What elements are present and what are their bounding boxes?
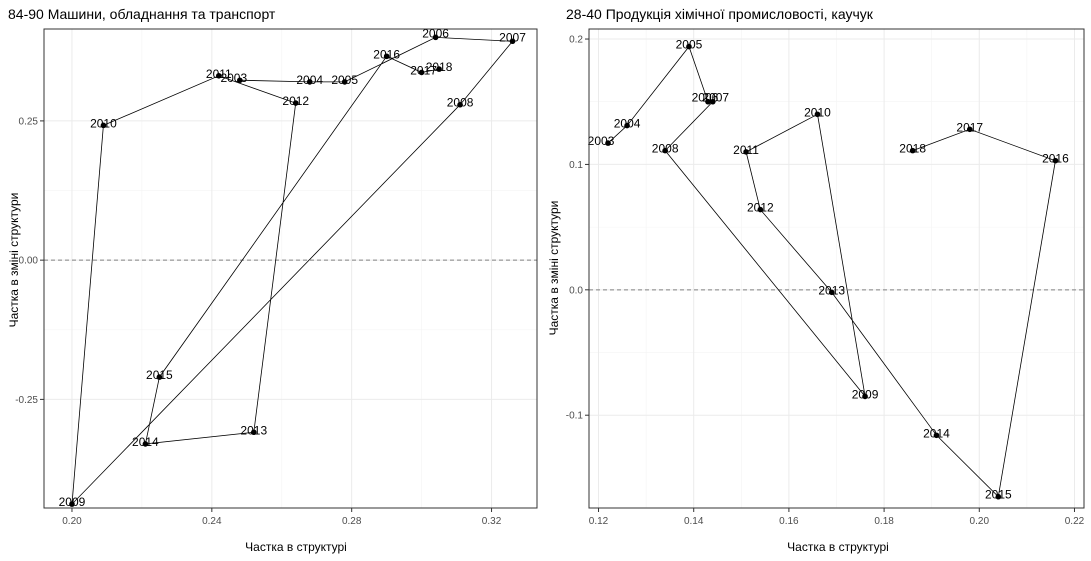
left-point-2004 xyxy=(306,79,313,85)
left-point-label-2011: 2011 xyxy=(206,67,232,81)
right-point-2014 xyxy=(933,432,940,439)
right-point-label-2018: 2018 xyxy=(899,142,926,156)
left-point-2011 xyxy=(216,72,222,79)
left-chart-title: 84-90 Машини, обладнання та транспорт xyxy=(8,6,276,22)
right-point-label-2016: 2016 xyxy=(1042,152,1069,166)
left-point-2013 xyxy=(250,429,257,436)
left-point-2010 xyxy=(100,122,107,129)
left-y-axis-label: Частка в зміні структури xyxy=(7,193,21,328)
right-point-label-2013: 2013 xyxy=(818,283,845,297)
right-plot-frame xyxy=(588,28,1085,509)
right-point-label-2010: 2010 xyxy=(804,105,831,119)
left-point-label-2012: 2012 xyxy=(282,94,309,108)
right-x-tick-label: 0.12 xyxy=(589,516,609,527)
right-x-axis-label: Частка в структурі xyxy=(787,540,889,554)
left-point-label-2009: 2009 xyxy=(59,495,86,509)
left-y-tick-label: -0.25 xyxy=(15,395,38,406)
left-x-axis-label: Частка в структурі xyxy=(245,540,347,554)
right-x-tick-label: 0.16 xyxy=(779,516,799,527)
left-point-label-2007: 2007 xyxy=(499,30,526,44)
right-y-tick-label: 0.2 xyxy=(569,35,583,46)
left-point-2003 xyxy=(237,77,243,84)
right-y-axis-label: Частка в зміні структури xyxy=(547,201,561,336)
left-point-label-2014: 2014 xyxy=(132,435,159,449)
right-point-2004 xyxy=(624,122,630,129)
right-point-2003 xyxy=(605,140,611,146)
right-point-label-2012: 2012 xyxy=(747,201,774,215)
left-y-tick-label: 0.00 xyxy=(19,256,39,267)
right-trajectory-line xyxy=(607,45,1056,498)
left-point-label-2016: 2016 xyxy=(373,47,400,61)
left-point-label-2004: 2004 xyxy=(296,73,323,87)
right-point-2018 xyxy=(909,147,916,154)
left-point-label-2015: 2015 xyxy=(146,368,173,382)
left-plot-frame xyxy=(43,28,538,509)
left-point-2015 xyxy=(156,374,163,380)
left-point-label-2003: 2003 xyxy=(220,71,247,85)
right-y-tick-label: 0.0 xyxy=(569,285,583,296)
left-point-2009 xyxy=(69,501,75,507)
left-point-label-2017: 2017 xyxy=(410,63,437,77)
left-point-label-2008: 2008 xyxy=(447,96,474,110)
left-point-label-2013: 2013 xyxy=(240,423,267,437)
left-point-2012 xyxy=(292,100,299,106)
left-point-label-2010: 2010 xyxy=(90,116,117,130)
left-point-2014 xyxy=(142,441,149,447)
left-panel: 84-90 Машини, обладнання та транспорт Ча… xyxy=(7,6,538,554)
right-grid xyxy=(589,29,1084,508)
right-point-label-2004: 2004 xyxy=(614,117,641,131)
left-x-tick-label: 0.28 xyxy=(342,516,362,527)
left-point-2018 xyxy=(436,66,442,72)
right-point-2015 xyxy=(995,493,1002,500)
left-point-label-2006: 2006 xyxy=(422,26,449,40)
right-x-tick-label: 0.14 xyxy=(684,516,704,527)
left-point-2007 xyxy=(509,38,516,45)
right-point-label-2017: 2017 xyxy=(956,120,983,134)
right-point-2005 xyxy=(686,43,692,50)
left-point-2017 xyxy=(418,69,425,76)
left-trajectory-line xyxy=(71,36,514,506)
left-x-tick-label: 0.24 xyxy=(202,516,222,527)
right-point-2010 xyxy=(814,111,821,118)
right-y-tick-label: 0.1 xyxy=(569,160,583,171)
left-y-tick-label: 0.25 xyxy=(19,116,39,127)
left-point-label-2005: 2005 xyxy=(331,73,358,87)
right-point-2007 xyxy=(709,98,716,105)
right-chart-title: 28-40 Продукція хімічної промисловості, … xyxy=(566,6,874,22)
left-point-2008 xyxy=(457,101,463,108)
right-point-label-2008: 2008 xyxy=(652,142,679,156)
right-x-tick-label: 0.18 xyxy=(874,516,894,527)
left-point-2016 xyxy=(383,53,390,60)
right-point-label-2009: 2009 xyxy=(852,387,879,401)
right-point-label-2003: 2003 xyxy=(588,134,615,148)
right-point-label-2011: 2011 xyxy=(733,143,759,157)
right-point-2006 xyxy=(705,98,711,105)
right-point-2016 xyxy=(1052,157,1059,164)
right-point-2013 xyxy=(828,289,835,296)
left-x-tick-label: 0.32 xyxy=(482,516,502,527)
left-point-2005 xyxy=(341,79,348,85)
right-point-2012 xyxy=(757,206,764,213)
right-point-label-2014: 2014 xyxy=(923,426,950,440)
right-y-tick-label: -0.1 xyxy=(566,411,584,422)
left-point-2006 xyxy=(432,34,439,41)
right-point-label-2007: 2007 xyxy=(702,91,729,105)
right-point-label-2015: 2015 xyxy=(985,488,1012,502)
left-x-tick-label: 0.20 xyxy=(62,516,82,527)
right-point-2017 xyxy=(966,126,973,133)
right-x-tick-label: 0.20 xyxy=(970,516,990,527)
right-point-2009 xyxy=(862,393,868,400)
right-point-2011 xyxy=(743,149,749,155)
left-point-label-2018: 2018 xyxy=(426,60,453,74)
right-panel: 28-40 Продукція хімічної промисловості, … xyxy=(547,6,1085,554)
right-point-2008 xyxy=(662,147,668,154)
right-x-tick-label: 0.22 xyxy=(1065,516,1085,527)
right-point-label-2005: 2005 xyxy=(676,38,703,52)
left-grid xyxy=(44,29,537,508)
